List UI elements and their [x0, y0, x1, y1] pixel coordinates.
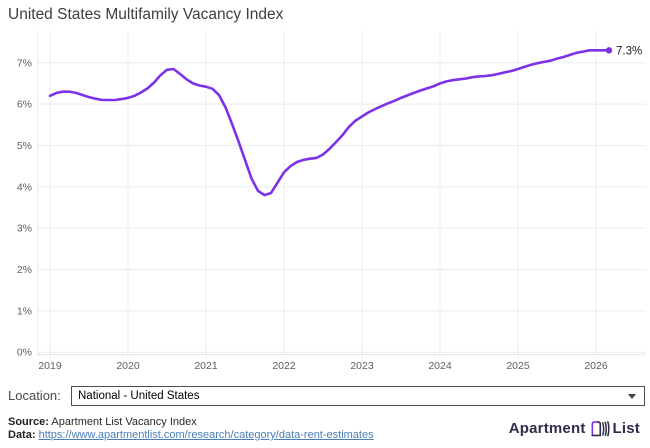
vacancy-line — [48, 48, 611, 197]
y-axis-label: 1% — [17, 305, 32, 317]
data-label: Data: — [8, 429, 36, 441]
y-axis-label: 5% — [17, 140, 32, 152]
data-link[interactable]: https://www.apartmentlist.com/research/c… — [38, 429, 374, 441]
x-axis-label: 2024 — [428, 360, 452, 372]
location-selected-value: National - United States — [78, 390, 200, 402]
x-axis-label: 2022 — [272, 360, 296, 372]
vacancy-chart: 2019 2020 2021 2022 2023 2024 2025 2026 0% 1% 2% 3%… — [17, 31, 646, 372]
logo-word-list: List — [612, 419, 640, 437]
location-row: Location: National - United States — [0, 386, 650, 406]
chevron-down-icon — [628, 393, 636, 399]
y-axis-label: 0% — [17, 347, 32, 359]
location-label: Location: — [8, 388, 61, 403]
y-axis-label: 7% — [17, 57, 32, 69]
x-axis-label: 2023 — [350, 360, 374, 372]
source-label: Source: — [8, 416, 49, 428]
end-value-label: 7.3% — [616, 45, 642, 57]
y-axis-label: 6% — [17, 99, 32, 111]
data-line: Data: https://www.apartmentlist.com/rese… — [8, 429, 374, 441]
x-axis-label: 2025 — [506, 360, 530, 372]
apartment-list-logo: Apartment List — [509, 417, 640, 439]
y-axis-label: 2% — [17, 264, 32, 276]
x-axis-label: 2026 — [584, 360, 608, 372]
source-line: Source: Apartment List Vacancy Index — [8, 416, 197, 428]
logo-word-apartment: Apartment — [508, 419, 586, 437]
x-axis-label: 2019 — [38, 360, 62, 372]
line-end-dot — [605, 47, 613, 54]
x-axis-label: 2021 — [194, 360, 218, 372]
source-text: Apartment List Vacancy Index — [48, 416, 197, 428]
x-axis-label: 2020 — [116, 360, 140, 372]
y-axis-label: 3% — [17, 223, 32, 235]
chart-title: United States Multifamily Vacancy Index — [8, 6, 284, 23]
location-select[interactable]: National - United States — [71, 386, 645, 406]
y-axis-label: 4% — [17, 181, 32, 193]
apartment-list-door-icon — [591, 421, 610, 437]
